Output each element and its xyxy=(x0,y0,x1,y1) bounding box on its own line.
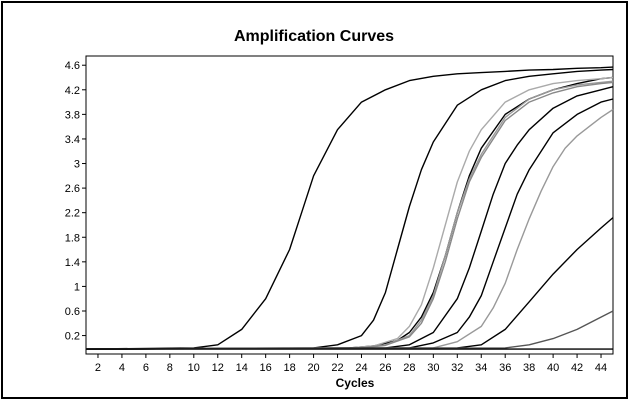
y-tick-label: 3 xyxy=(74,159,80,171)
x-tick-label: 10 xyxy=(188,362,200,374)
x-tick-label: 2 xyxy=(95,362,101,374)
y-tick-label: 1.8 xyxy=(65,232,80,244)
x-tick-label: 14 xyxy=(236,362,248,374)
y-tick-label: 4.6 xyxy=(65,60,80,72)
x-tick-label: 6 xyxy=(143,362,149,374)
x-tick-label: 40 xyxy=(547,362,559,374)
y-tick-label: 0.2 xyxy=(65,331,80,343)
x-tick-label: 8 xyxy=(167,362,173,374)
series-line-11 xyxy=(85,310,614,350)
series-line-1 xyxy=(85,66,614,350)
series-line-6 xyxy=(85,81,614,350)
series-line-9 xyxy=(85,108,614,350)
series-line-7 xyxy=(85,86,614,350)
x-tick-label: 24 xyxy=(355,362,367,374)
y-tick-label: 3.4 xyxy=(65,134,80,146)
y-tick-label: 1.4 xyxy=(65,257,80,269)
series-line-8 xyxy=(85,98,614,350)
x-tick-label: 44 xyxy=(595,362,607,374)
y-tick-label: 1 xyxy=(74,281,80,293)
y-tick-label: 0.6 xyxy=(65,306,80,318)
x-tick-label: 20 xyxy=(307,362,319,374)
chart-title: Amplification Curves xyxy=(234,28,394,45)
x-tick-label: 22 xyxy=(331,362,343,374)
x-tick-label: 16 xyxy=(260,362,272,374)
x-tick-label: 30 xyxy=(427,362,439,374)
x-tick-label: 36 xyxy=(499,362,511,374)
y-tick-label: 4.2 xyxy=(65,85,80,97)
series-line-5 xyxy=(85,80,614,350)
x-axis: 2 4 6 8 10 12 14 16 18 20 22 24 26 28 30 32 34 36 38 40 42 44 xyxy=(95,354,607,374)
x-tick-label: 34 xyxy=(475,362,487,374)
y-tick-label: 2.2 xyxy=(65,208,80,220)
x-axis-label: Cycles xyxy=(336,376,375,390)
x-tick-label: 42 xyxy=(571,362,583,374)
x-tick-label: 38 xyxy=(523,362,535,374)
y-tick-label: 2.6 xyxy=(65,183,80,195)
x-tick-label: 26 xyxy=(379,362,391,374)
x-tick-label: 28 xyxy=(403,362,415,374)
x-tick-label: 4 xyxy=(119,362,125,374)
series-line-10 xyxy=(85,217,614,350)
series-line-4 xyxy=(85,76,614,350)
series-layer xyxy=(85,66,614,350)
x-tick-label: 12 xyxy=(212,362,224,374)
y-tick-label: 3.8 xyxy=(65,109,80,121)
y-axis: 0.2 0.6 1 1.4 1.8 2.2 2.6 3 3.4 3.8 4.2 4.6 xyxy=(65,60,86,343)
x-tick-label: 32 xyxy=(451,362,463,374)
series-line-2 xyxy=(85,68,614,350)
x-tick-label: 18 xyxy=(283,362,295,374)
